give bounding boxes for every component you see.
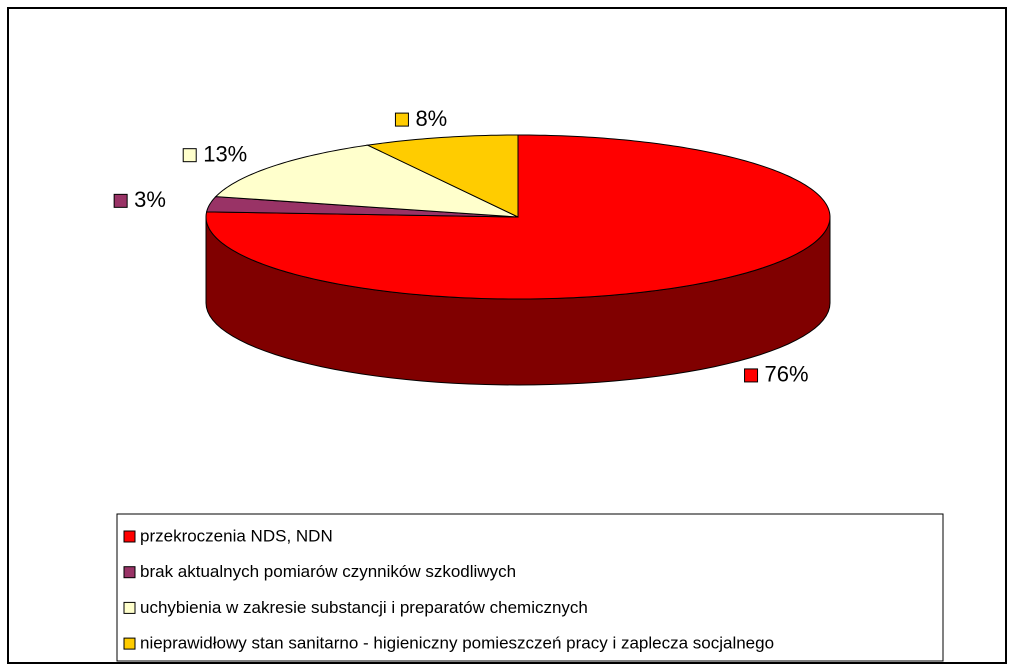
pie-slice — [365, 134, 519, 218]
data-label: 13% — [203, 141, 247, 166]
data-label-key — [394, 112, 409, 127]
legend-key — [123, 637, 136, 650]
legend-box — [116, 513, 944, 662]
data-label-key — [744, 368, 759, 383]
data-label-key — [182, 148, 197, 163]
pie-slice — [214, 144, 519, 218]
legend-key — [123, 566, 136, 579]
legend-label: nieprawidłowy stan sanitarno - higienicz… — [140, 634, 774, 653]
legend-label: przekroczenia NDS, NDN — [140, 526, 333, 545]
legend-label: brak aktualnych pomiarów czynników szkod… — [140, 562, 516, 581]
data-label: 76% — [765, 362, 809, 387]
data-label: 3% — [134, 187, 166, 212]
legend-key — [123, 601, 136, 614]
data-label-key — [113, 193, 128, 208]
data-label: 8% — [415, 106, 447, 131]
legend-key — [123, 530, 136, 543]
legend-label: uchybienia w zakresie substancji i prepa… — [140, 598, 588, 617]
